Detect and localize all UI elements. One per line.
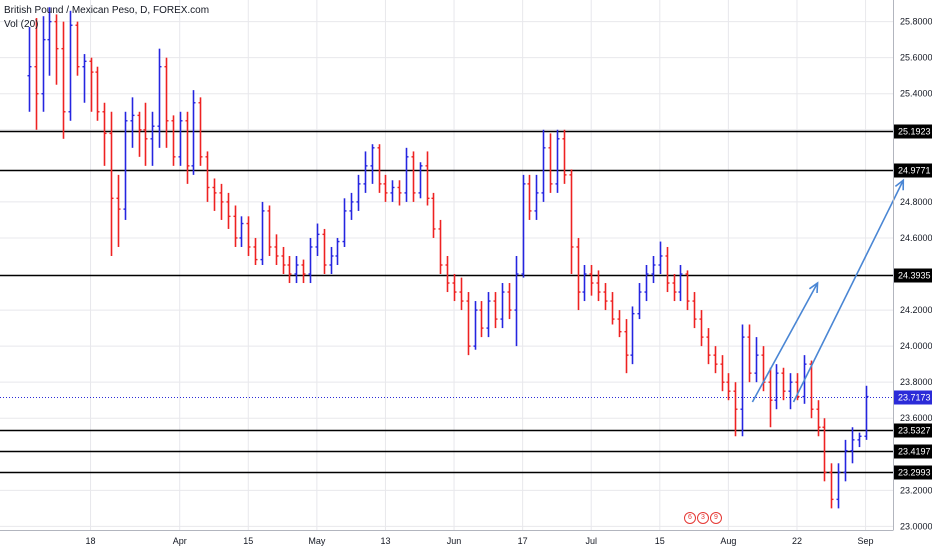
time-tick-label: 15 (243, 536, 253, 546)
volume-indicator-label[interactable]: Vol (20) (4, 19, 39, 30)
time-tick-label: 15 (655, 536, 665, 546)
price-tick-label: 25.4000 (900, 89, 932, 99)
event-marker[interactable]: 6 (684, 512, 696, 524)
chart-legend: British Pound / Mexican Peso, D, FOREX.c… (4, 4, 209, 32)
price-tick-label: 23.2000 (900, 485, 932, 495)
projection-arrow-head (894, 178, 905, 191)
level-price-label-box (894, 444, 932, 459)
time-tick-label: 18 (86, 536, 96, 546)
projection-arrow-head (808, 281, 819, 294)
last-price-label-box (894, 390, 932, 405)
time-tick-label: Aug (720, 536, 736, 546)
price-tick-label: 25.8000 (900, 17, 932, 27)
price-tick-label: 24.8000 (900, 197, 932, 207)
price-tick-label: 24.6000 (900, 233, 932, 243)
level-price-label-box (894, 124, 932, 139)
price-axis-labels: 25.1923 24.9771 24.3935 23.5327 23.4197 23.29… (894, 124, 932, 480)
time-axis[interactable]: 18 Apr 15 May 13 Jun 17 Jul 15 Aug 22 Sep (86, 536, 874, 546)
level-price-label: 23.4197 (898, 447, 931, 457)
projection-arrow-line (792, 179, 905, 403)
level-price-label: 25.1923 (898, 127, 931, 137)
last-price-label: 23.7173 (898, 393, 931, 403)
projection-arrow-line (751, 282, 819, 403)
time-tick-label: Jun (447, 536, 462, 546)
price-tick-label: 23.0000 (900, 521, 932, 531)
time-tick-label: Sep (858, 536, 874, 546)
time-tick-label: Apr (173, 536, 187, 546)
level-price-label: 24.9771 (898, 166, 931, 176)
time-tick-label: May (308, 536, 326, 546)
chart-grid (0, 0, 893, 530)
price-tick-label: 25.6000 (900, 53, 932, 63)
events-markers[interactable]: 6 3 9 (684, 512, 722, 524)
price-tick-label: 24.0000 (900, 341, 932, 351)
ohlc-bars (27, 7, 869, 509)
price-tick-label: 24.2000 (900, 305, 932, 315)
level-price-label: 23.2993 (898, 468, 931, 478)
level-price-label: 23.5327 (898, 426, 931, 436)
price-tick-label: 23.6000 (900, 413, 932, 423)
horizontal-levels (0, 130, 893, 474)
level-price-label-box (894, 163, 932, 178)
level-price-label-box (894, 268, 932, 283)
level-price-label-box (894, 423, 932, 438)
symbol-title[interactable]: British Pound / Mexican Peso, D, FOREX.c… (4, 5, 210, 16)
price-tick-label: 23.8000 (900, 377, 932, 387)
event-marker[interactable]: 9 (710, 512, 722, 524)
time-tick-label: 17 (518, 536, 528, 546)
level-price-label: 24.3935 (898, 271, 931, 281)
time-tick-label: 22 (792, 536, 802, 546)
level-price-label-box (894, 465, 932, 480)
projection-arrows (751, 178, 905, 403)
time-tick-label: Jul (585, 536, 597, 546)
time-tick-label: 13 (380, 536, 390, 546)
event-marker[interactable]: 3 (697, 512, 709, 524)
